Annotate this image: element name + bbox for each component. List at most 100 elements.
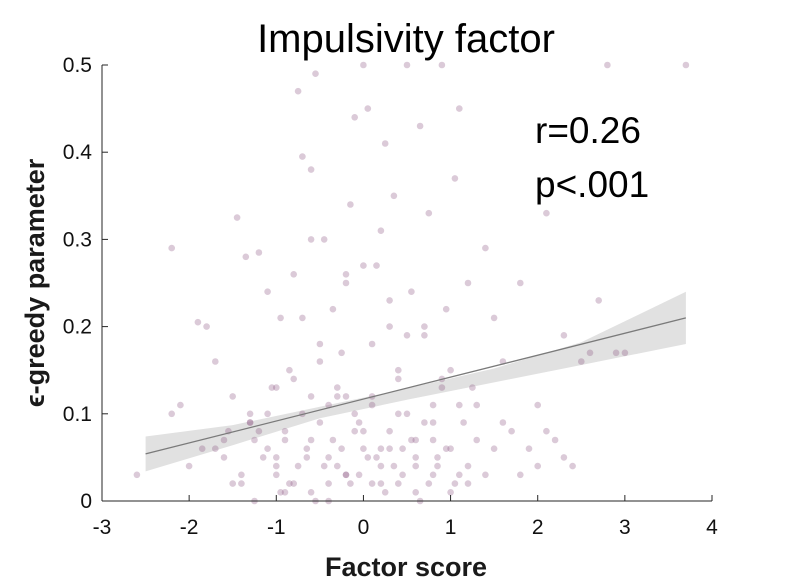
scatter-point [612, 349, 620, 357]
scatter-point [473, 436, 481, 444]
scatter-point [220, 436, 228, 444]
scatter-point [290, 480, 298, 487]
scatter-point [368, 401, 376, 409]
scatter-point [399, 471, 406, 479]
scatter-point [277, 489, 284, 496]
scatter-point [351, 427, 359, 435]
scatter-point [351, 410, 359, 418]
scatter-point [456, 105, 463, 112]
scatter-point [320, 236, 328, 243]
y-axis-label: ϵ-greedy parameter [20, 158, 50, 407]
confidence-band [145, 291, 686, 472]
scatter-point [373, 454, 380, 461]
scatter-point [286, 480, 293, 487]
y-tick-label: 0.1 [63, 403, 92, 426]
scatter-point [307, 236, 315, 243]
scatter-point [220, 454, 228, 461]
scatter-point [360, 61, 367, 69]
scatter-point [316, 358, 324, 365]
scatter-point [329, 436, 337, 444]
scatter-point [473, 401, 481, 409]
axes: -3 -2 -1 0 1 2 3 4 0 0.1 0.2 0.3 0.4 0.5 [63, 54, 718, 539]
scatter-point [395, 410, 402, 418]
scatter-point [212, 445, 219, 453]
scatter-point [368, 480, 376, 487]
points-layer [133, 61, 690, 505]
scatter-point [569, 462, 576, 470]
scatter-point [268, 384, 276, 391]
scatter-point [307, 166, 315, 173]
scatter-point [586, 349, 594, 357]
scatter-point [338, 445, 345, 453]
scatter-point [390, 192, 398, 200]
x-tick-label: 1 [445, 516, 457, 539]
scatter-point [621, 349, 629, 357]
scatter-point [525, 445, 533, 453]
scatter-point [543, 427, 550, 435]
scatter-point [307, 489, 315, 496]
scatter-point [264, 445, 271, 453]
scatter-point [456, 401, 463, 409]
scatter-point [377, 462, 385, 470]
scatter-point [203, 323, 210, 330]
scatter-point [342, 471, 350, 479]
scatter-point [604, 61, 611, 69]
scatter-point [403, 61, 411, 69]
scatter-point [442, 445, 450, 453]
scatter-point [355, 419, 363, 426]
scatter-point [425, 480, 433, 487]
scatter-point [294, 462, 302, 470]
scatter-point [246, 419, 254, 426]
scatter-point [381, 140, 389, 147]
confidence-band-layer [145, 291, 686, 472]
scatter-point [294, 87, 302, 95]
scatter-point [508, 427, 515, 435]
scatter-point [320, 462, 328, 470]
scatter-point [390, 462, 398, 470]
scatter-point [429, 436, 437, 444]
scatter-point [168, 410, 175, 418]
scatter-point [395, 366, 402, 374]
scatter-point [377, 480, 385, 487]
scatter-point [451, 175, 459, 182]
scatter-point [277, 314, 284, 322]
y-tick-label: 0.3 [63, 228, 92, 251]
scatter-point [482, 244, 489, 252]
scatter-point [421, 323, 428, 330]
x-tick-label: 2 [532, 516, 544, 539]
scatter-point [469, 384, 476, 391]
scatter-point [386, 323, 393, 330]
scatter-point [447, 366, 454, 374]
scatter-point [438, 384, 446, 391]
scatter-point [364, 454, 372, 461]
scatter-point [456, 471, 463, 479]
scatter-point [316, 340, 324, 348]
x-tick-label: 4 [706, 516, 718, 539]
scatter-point [246, 410, 254, 418]
x-tick-label: -1 [267, 516, 286, 539]
scatter-point [429, 471, 437, 479]
x-tick-label: 3 [619, 516, 631, 539]
scatter-point [534, 401, 541, 409]
scatter-point [299, 314, 306, 322]
scatter-point [373, 262, 380, 269]
scatter-point [442, 305, 450, 313]
scatter-point [338, 349, 345, 357]
scatter-point [434, 454, 441, 461]
scatter-point [334, 384, 341, 391]
scatter-point [499, 419, 507, 426]
regression-line [145, 317, 687, 455]
scatter-point [482, 471, 489, 479]
scatter-point [303, 454, 311, 461]
scatter-point [325, 454, 332, 461]
scatter-point [490, 445, 498, 453]
scatter-point [264, 410, 271, 418]
p-value-annotation: p<.001 [535, 164, 649, 205]
scatter-point [185, 462, 193, 470]
scatter-point [408, 288, 415, 296]
scatter-point [281, 489, 289, 496]
scatter-point [238, 480, 245, 487]
scatter-point [360, 262, 367, 269]
scatter-point [246, 419, 254, 426]
